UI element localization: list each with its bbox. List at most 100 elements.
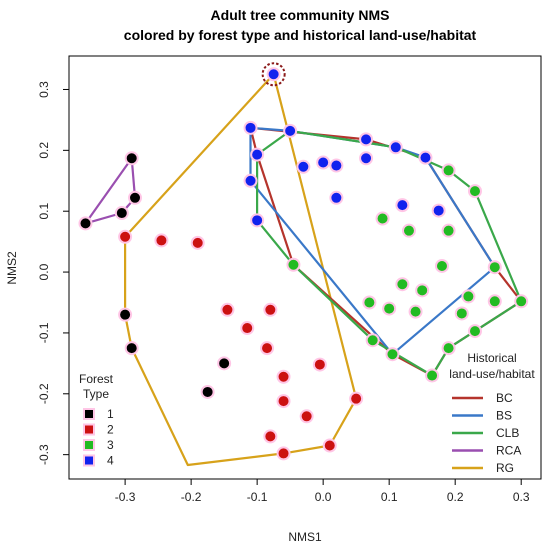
forest-legend-title-line2: Type (83, 387, 109, 401)
point-forest-type-3 (441, 223, 456, 238)
point-forest-type-3 (401, 223, 416, 238)
y-tick-label: -0.1 (37, 322, 51, 343)
y-axis-label: NMS2 (5, 251, 19, 285)
point-forest-type-3 (487, 294, 502, 309)
x-axis-label: NMS1 (288, 530, 322, 544)
plot-frame (68, 55, 542, 480)
point-forest-type-1 (114, 206, 129, 221)
point-forest-type-3 (454, 306, 469, 321)
point-forest-type-3 (415, 283, 430, 298)
point-forest-type-4 (316, 155, 331, 170)
x-tick-label: -0.2 (181, 490, 202, 504)
hull-rg (123, 73, 358, 467)
point-forest-type-3 (467, 324, 482, 339)
x-tick-label: 0.2 (447, 490, 464, 504)
point-forest-type-3 (441, 341, 456, 356)
forest-type-legend: Forest Type 1 23 4 (79, 372, 114, 468)
point-forest-type-3 (408, 304, 423, 319)
point-forest-type-3 (362, 295, 377, 310)
point-forest-type-4 (359, 151, 374, 166)
point-forest-type-2 (276, 394, 291, 409)
point-forest-type-3 (461, 289, 476, 304)
point-forest-type-2 (276, 446, 291, 461)
point-forest-type-4 (395, 198, 410, 213)
point-forest-type-4 (329, 190, 344, 205)
point-forest-type-1 (78, 216, 93, 231)
point-forest-type-3 (487, 260, 502, 275)
point-forest-type-2 (260, 341, 275, 356)
point-forest-type-4 (431, 203, 446, 218)
point-forest-type-3 (434, 258, 449, 273)
hull-clb (256, 129, 523, 377)
point-forest-type-3 (395, 277, 410, 292)
point-forest-type-4 (283, 123, 298, 138)
point-forest-type-2 (220, 302, 235, 317)
point-forest-type-1 (124, 151, 139, 166)
chart-title-line2: colored by forest type and historical la… (124, 27, 477, 43)
x-tick-label: 0.3 (513, 490, 530, 504)
hull-legend-label: BS (496, 409, 512, 423)
point-forest-type-3 (382, 301, 397, 316)
point-forest-type-4 (388, 140, 403, 155)
y-tick-label: 0.2 (37, 142, 51, 159)
y-axis: -0.3 -0.2 -0.1 0.0 0.1 0.2 0.3 (37, 81, 69, 465)
point-forest-type-4 (266, 67, 281, 82)
point-forest-type-2 (263, 429, 278, 444)
point-forest-type-1 (118, 307, 133, 322)
y-tick-label: 0.0 (37, 263, 51, 280)
forest-legend-swatch (83, 408, 95, 420)
point-forest-type-1 (200, 384, 215, 399)
forest-legend-swatch (83, 439, 95, 451)
point-forest-type-1 (124, 341, 139, 356)
land-use-legend: Historical land-use/habitat BC BS CLB RCA RG (449, 351, 535, 475)
forest-legend-swatch (83, 423, 95, 436)
forest-legend-label: 4 (107, 454, 114, 468)
hull-legend-title-line1: Historical (467, 351, 516, 365)
points-group (78, 67, 529, 461)
point-forest-type-3 (514, 294, 529, 309)
x-axis: -0.3 -0.2 -0.1 0.0 0.1 0.2 0.3 (115, 479, 530, 504)
point-forest-type-1 (217, 356, 232, 371)
point-forest-type-1 (128, 190, 143, 205)
hull-legend-label: CLB (496, 426, 519, 440)
x-tick-label: 0.1 (381, 490, 398, 504)
forest-legend-swatch (83, 454, 95, 467)
y-tick-label: 0.1 (37, 203, 51, 220)
chart-title-line1: Adult tree community NMS (211, 7, 390, 23)
hull-legend-label: BC (496, 391, 513, 405)
point-forest-type-2 (349, 391, 364, 406)
point-forest-type-3 (467, 184, 482, 199)
hull-group (84, 73, 523, 467)
point-forest-type-3 (385, 347, 400, 362)
point-forest-type-4 (329, 158, 344, 173)
point-forest-type-3 (441, 163, 456, 178)
hull-bc (249, 126, 523, 377)
y-tick-label: -0.2 (37, 383, 51, 404)
x-tick-label: -0.1 (247, 490, 268, 504)
point-forest-type-4 (359, 132, 374, 147)
point-forest-type-3 (286, 257, 301, 272)
highlight-ring (261, 62, 286, 87)
hull-legend-label: RCA (496, 444, 521, 458)
hull-legend-title-line2: land-use/habitat (449, 367, 535, 381)
point-forest-type-3 (425, 368, 440, 383)
point-forest-type-2 (276, 369, 291, 384)
x-tick-label: 0.0 (315, 490, 332, 504)
point-forest-type-4 (296, 159, 311, 174)
point-forest-type-2 (118, 229, 133, 244)
point-forest-type-2 (263, 302, 278, 317)
point-forest-type-4 (250, 147, 265, 162)
forest-legend-label: 1 (107, 407, 114, 421)
forest-legend-title-line1: Forest (79, 372, 114, 386)
point-forest-type-2 (322, 438, 337, 453)
hull-legend-label: RG (496, 461, 514, 475)
point-forest-type-3 (365, 333, 380, 348)
point-forest-type-4 (243, 173, 258, 188)
point-forest-type-2 (312, 357, 327, 372)
point-forest-type-4 (418, 150, 433, 165)
point-forest-type-4 (243, 120, 258, 135)
point-forest-type-2 (299, 409, 314, 424)
point-forest-type-2 (240, 321, 255, 336)
point-forest-type-3 (375, 211, 390, 226)
